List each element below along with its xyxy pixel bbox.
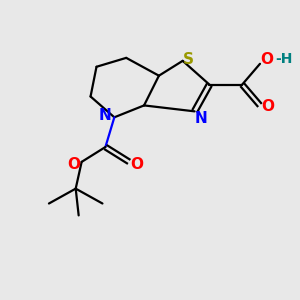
Text: S: S — [182, 52, 194, 67]
Text: O: O — [260, 52, 273, 67]
Text: N: N — [99, 108, 112, 123]
Text: -H: -H — [276, 52, 293, 66]
Text: O: O — [130, 158, 143, 172]
Text: O: O — [261, 99, 274, 114]
Text: N: N — [194, 111, 207, 126]
Text: O: O — [68, 158, 81, 172]
